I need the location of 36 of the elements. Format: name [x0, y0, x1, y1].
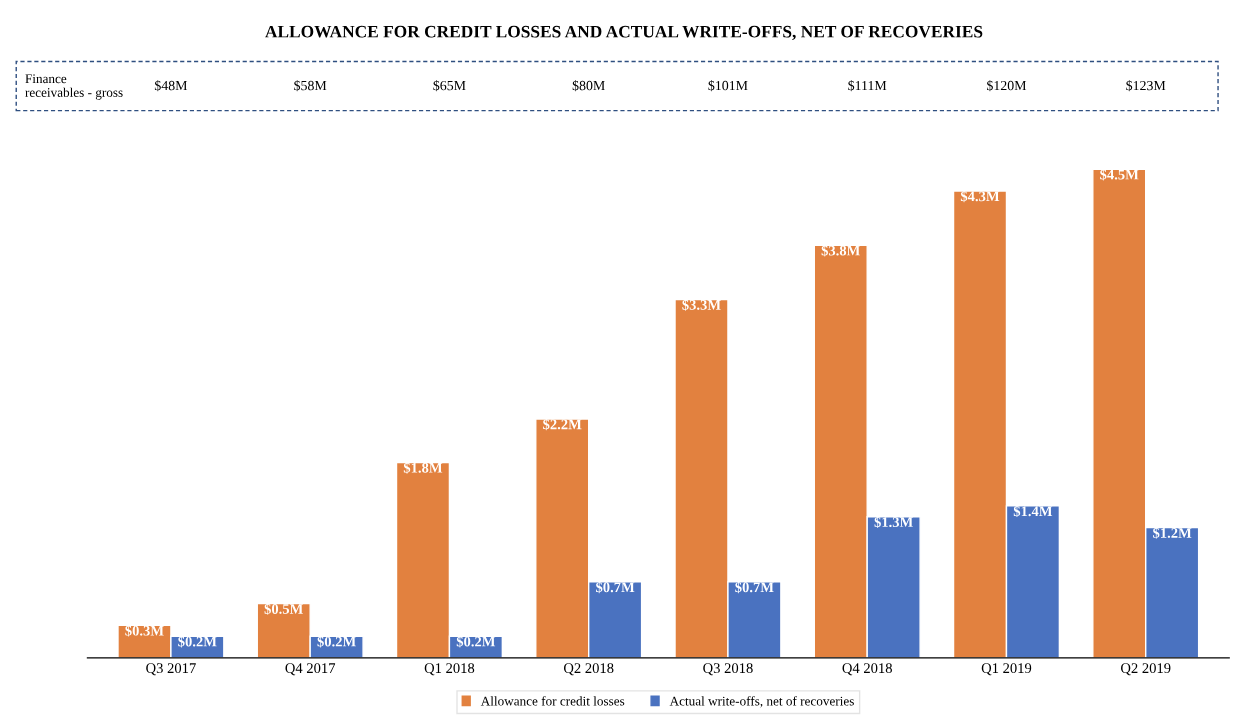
- text: $80M: [572, 80, 605, 92]
- x-tick-label: Q1 2019: [981, 663, 1032, 676]
- data-label: $0.2M: [317, 635, 356, 648]
- data-label: $4.5M: [1100, 168, 1139, 181]
- text: Finance receivables - gross: [25, 74, 123, 100]
- data-label: $1.4M: [1013, 505, 1053, 518]
- data-label: $1.8M: [403, 462, 443, 474]
- chart-title: ALLOWANCE FOR CREDIT LOSSES AND ACTUAL WRITE-OFFS, NET OF RECOVERIES: [265, 25, 983, 41]
- data-label: $0.7M: [735, 581, 774, 594]
- data-label: $1.3M: [874, 516, 913, 528]
- data-label: $0.2M: [178, 635, 217, 648]
- data-label: $2.2M: [543, 418, 582, 431]
- text: $101M: [708, 80, 748, 92]
- data-label: $0.5M: [264, 603, 303, 615]
- x-tick-label: Q3 2018: [703, 663, 753, 676]
- text: $123M: [1126, 80, 1166, 92]
- data-label: $0.2M: [456, 635, 496, 648]
- data-label: $3.3M: [682, 299, 721, 311]
- text: $58M: [294, 80, 327, 92]
- x-tick-label: Q2 2019: [1121, 663, 1171, 676]
- x-tick-label: Q1 2018: [424, 663, 475, 676]
- text: $111M: [848, 80, 887, 92]
- x-tick-label: Q4 2017: [285, 663, 336, 676]
- legend-label: Allowance for credit losses: [480, 696, 625, 706]
- data-label: $3.8M: [821, 244, 860, 257]
- x-tick-label: Q3 2017: [146, 663, 196, 676]
- text: $120M: [987, 80, 1027, 92]
- data-label: $4.3M: [960, 190, 1000, 203]
- x-tick-label: Q2 2018: [563, 663, 614, 676]
- data-label: $0.7M: [596, 581, 635, 594]
- data-label: $1.2M: [1153, 527, 1192, 539]
- text: $65M: [433, 80, 466, 92]
- x-tick-label: Q4 2018: [842, 663, 892, 676]
- legend-label: Actual write-offs, net of recoveries: [669, 696, 854, 708]
- data-label: $0.3M: [125, 624, 164, 637]
- text: $48M: [154, 80, 188, 92]
